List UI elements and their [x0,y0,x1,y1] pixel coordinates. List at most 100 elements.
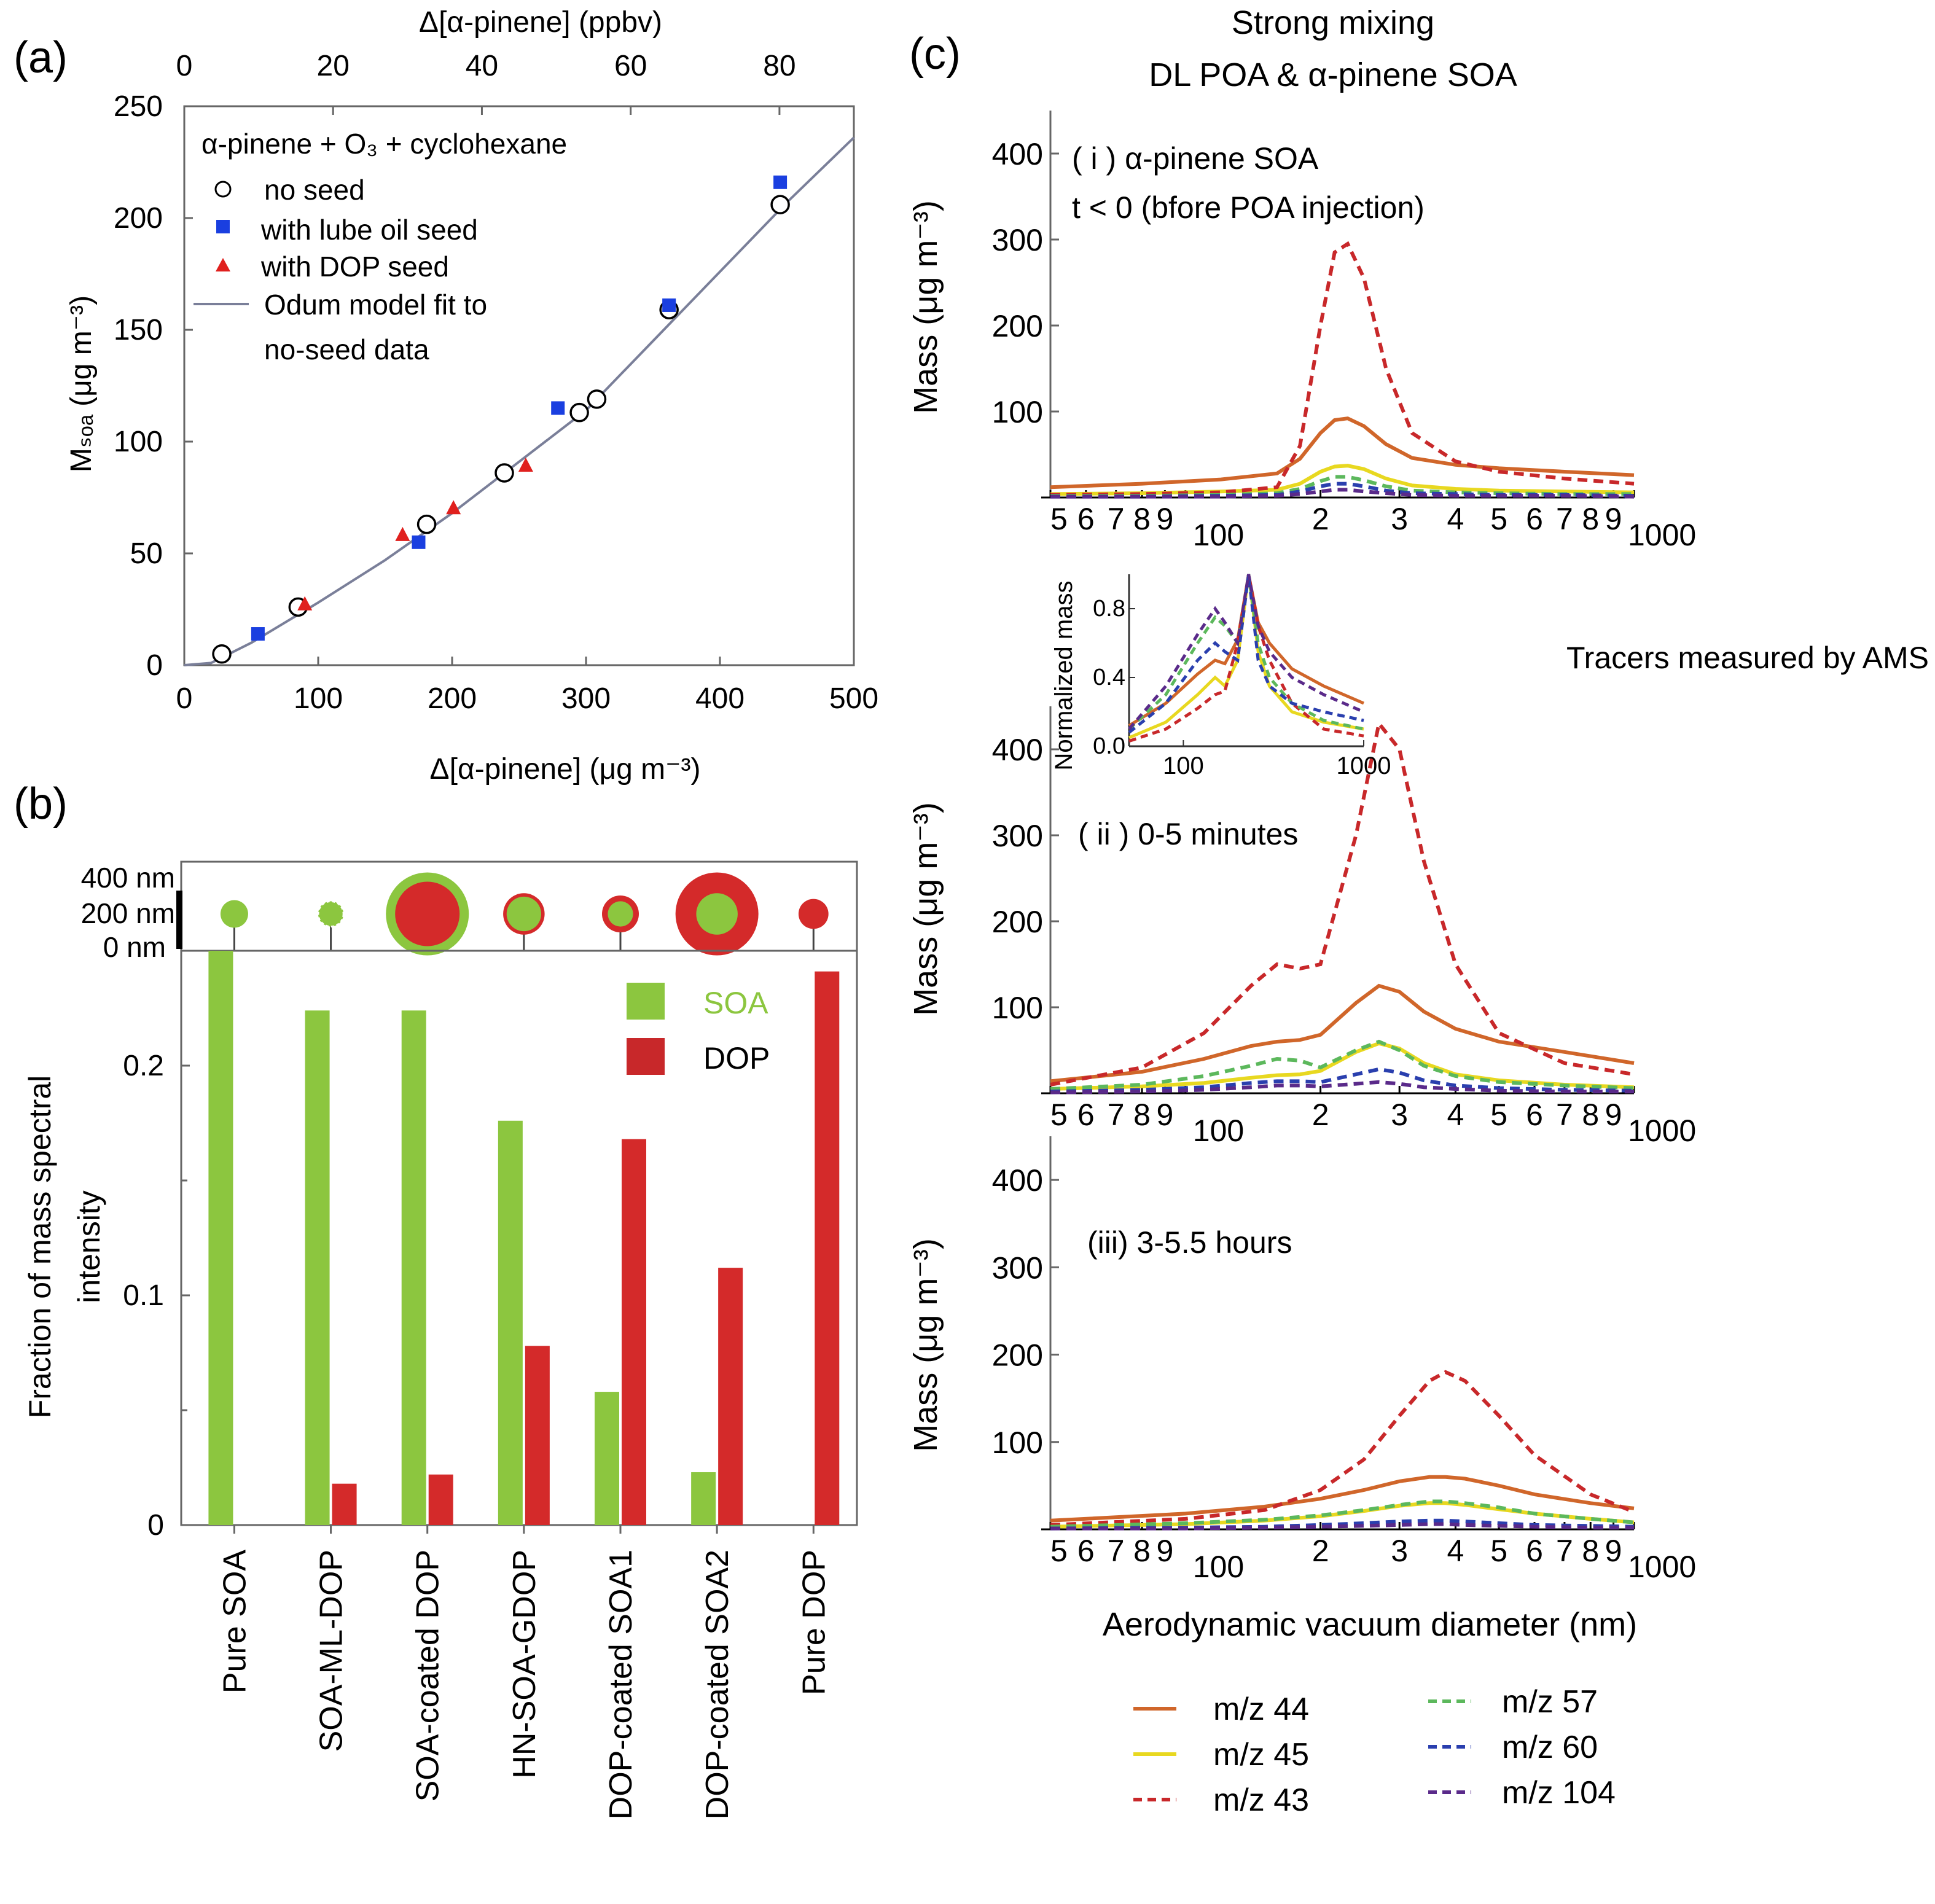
x-tick-label: 5 [1490,502,1507,536]
legend-label: m/z 60 [1502,1730,1598,1765]
soa-bar [208,951,233,1525]
no-seed-point [770,195,790,214]
x-tick-label: 6 [1526,1534,1543,1568]
panel-b-label: (b) [14,779,68,829]
x-tick-label: 2 [1312,1098,1329,1132]
legend-dop-marker [216,258,230,271]
inset-line-m-z-104 [1128,574,1364,730]
x-tick-label: 3 [1391,1534,1408,1568]
panel-b-legend: SOA DOP [627,983,770,1075]
panel-c: (c) Strong mixing DL POA & α-pinene SOA … [907,4,1929,1818]
x-tick-label: 5 [1490,1098,1507,1132]
x-tick-label: 200 [428,682,477,715]
legend-fit-label-2: no-seed data [264,334,429,365]
lube-oil-point [773,175,788,189]
y-tick-label: 250 [114,90,163,123]
panel-c-legend: m/z 44 m/z 45 m/z 43 m/z 57 m/z 60 m/z 104 [1133,1684,1616,1818]
series-line-m-z-44 [1050,983,1635,1083]
y-tick-label: 50 [130,537,163,570]
x-tick-label: 7 [1556,502,1573,536]
y-tick-label: 400 [992,1163,1043,1198]
x-tick-label: 8 [1582,1098,1599,1132]
c-ii-inset: 0.0 0.4 0.8 100 1000 Normalized mass [1050,574,1391,779]
legend-no-seed-label: no seed [264,174,365,206]
legend-label: m/z 44 [1213,1691,1309,1727]
lube-oil-point [412,535,426,549]
panel-a-points [212,175,790,664]
x-tick-label: 9 [1605,502,1622,536]
panel-b-bars [208,951,840,1525]
x-tick-label: 6 [1526,502,1543,536]
inset-y-tick-label: 0.0 [1093,733,1125,759]
particle-core [317,900,345,928]
c-i-subtitle-1: ( i ) α-pinene SOA [1072,141,1319,176]
c-iii-subtitle: (iii) 3-5.5 hours [1087,1225,1292,1260]
y-tick-label: 300 [992,819,1043,853]
panel-c-x-axis-label: Aerodynamic vacuum diameter (nm) [1103,1606,1637,1643]
dop-seed-point [395,526,410,541]
inset-y-tick-label: 0.4 [1093,665,1125,690]
tracers-label: Tracers measured by AMS [1566,641,1929,675]
y-tick-label: 100 [992,991,1043,1025]
legend-label: m/z 104 [1502,1775,1616,1811]
x-tick-label: 100 [294,682,343,715]
x-tick-label: 7 [1108,1098,1125,1132]
y-tick-label: 100 [114,426,163,458]
x-tick-label: 6 [1526,1098,1543,1132]
x-tick-label: 8 [1133,1534,1151,1568]
x-tick-label: 400 [695,682,745,715]
panel-b-y-ticks: 0 0.1 0.2 [123,1050,190,1542]
series-line-m-z-45 [1050,464,1635,496]
x-tick-label: 4 [1447,1098,1464,1132]
x-tick-label: 300 [561,682,611,715]
panel-b: (b) 400 nm 200 nm 0 nm 0 0.1 0.2 Pure SOA S… [14,779,858,1819]
x-tick-label: 5 [1490,1534,1507,1568]
y-tick-label: 100 [992,1426,1043,1460]
x-tick-label: 5 [1050,502,1068,536]
category-label: DOP-coated SOA2 [700,1550,735,1819]
soa-bar [305,1010,330,1525]
dop-seed-point [297,596,313,611]
y-tick-label: 200 [992,309,1043,343]
series-line-m-z-43 [1050,719,1635,1087]
no-seed-point [587,389,607,409]
top-tick-label: 80 [763,50,796,82]
x-tick-label: 9 [1605,1534,1622,1568]
x-tick-label: 2 [1312,502,1329,536]
no-seed-point [569,402,589,423]
panel-a-top-ticks: 0 20 40 60 80 [176,50,796,115]
c-ii-y-ticks: 100 200 300 400 [992,733,1059,1025]
x-tick-label: 9 [1156,1098,1173,1132]
x-tick-label: 2 [1312,1534,1329,1568]
panel-a-legend: α-pinene + O₃ + cyclohexane no seed with… [194,128,567,365]
panel-a-odum-fit [184,136,855,666]
panel-c-label: (c) [909,29,961,79]
category-label: HN-SOA-GDOP [507,1550,542,1779]
y-tick-label: 100 [992,395,1043,429]
x-tick-label: 8 [1133,502,1151,536]
panel-a-plot-frame [183,105,855,666]
x-tick-label: 7 [1556,1098,1573,1132]
x-tick-label: 4 [1447,502,1464,536]
panel-b-size-scale [176,891,182,949]
c-i-x-ticks: 5 6 7 8 9 100 2 3 4 5 6 7 8 9 1000 [1049,490,1696,552]
c-ii-y-axis-label: Mass (μg m⁻³) [907,802,944,1016]
series-line-m-z-104 [1050,488,1635,499]
x-tick-label: 3 [1391,1098,1408,1132]
legend-dop-swatch [627,1038,665,1075]
lube-oil-point [251,627,265,641]
c-i-subtitle-2: t < 0 (bfore POA injection) [1072,190,1425,225]
c-iii-lines [1050,1370,1635,1531]
series-line-m-z-57 [1050,1499,1635,1529]
inset-y-tick-label: 0.8 [1093,596,1125,622]
x-tick-label: 3 [1391,502,1408,536]
series-line-m-z-104 [1050,1522,1634,1531]
top-tick-label: 40 [466,50,498,82]
legend-lube-label: with lube oil seed [260,214,478,246]
particle-core [220,900,248,928]
y-tick-label: 0 [147,1509,164,1542]
